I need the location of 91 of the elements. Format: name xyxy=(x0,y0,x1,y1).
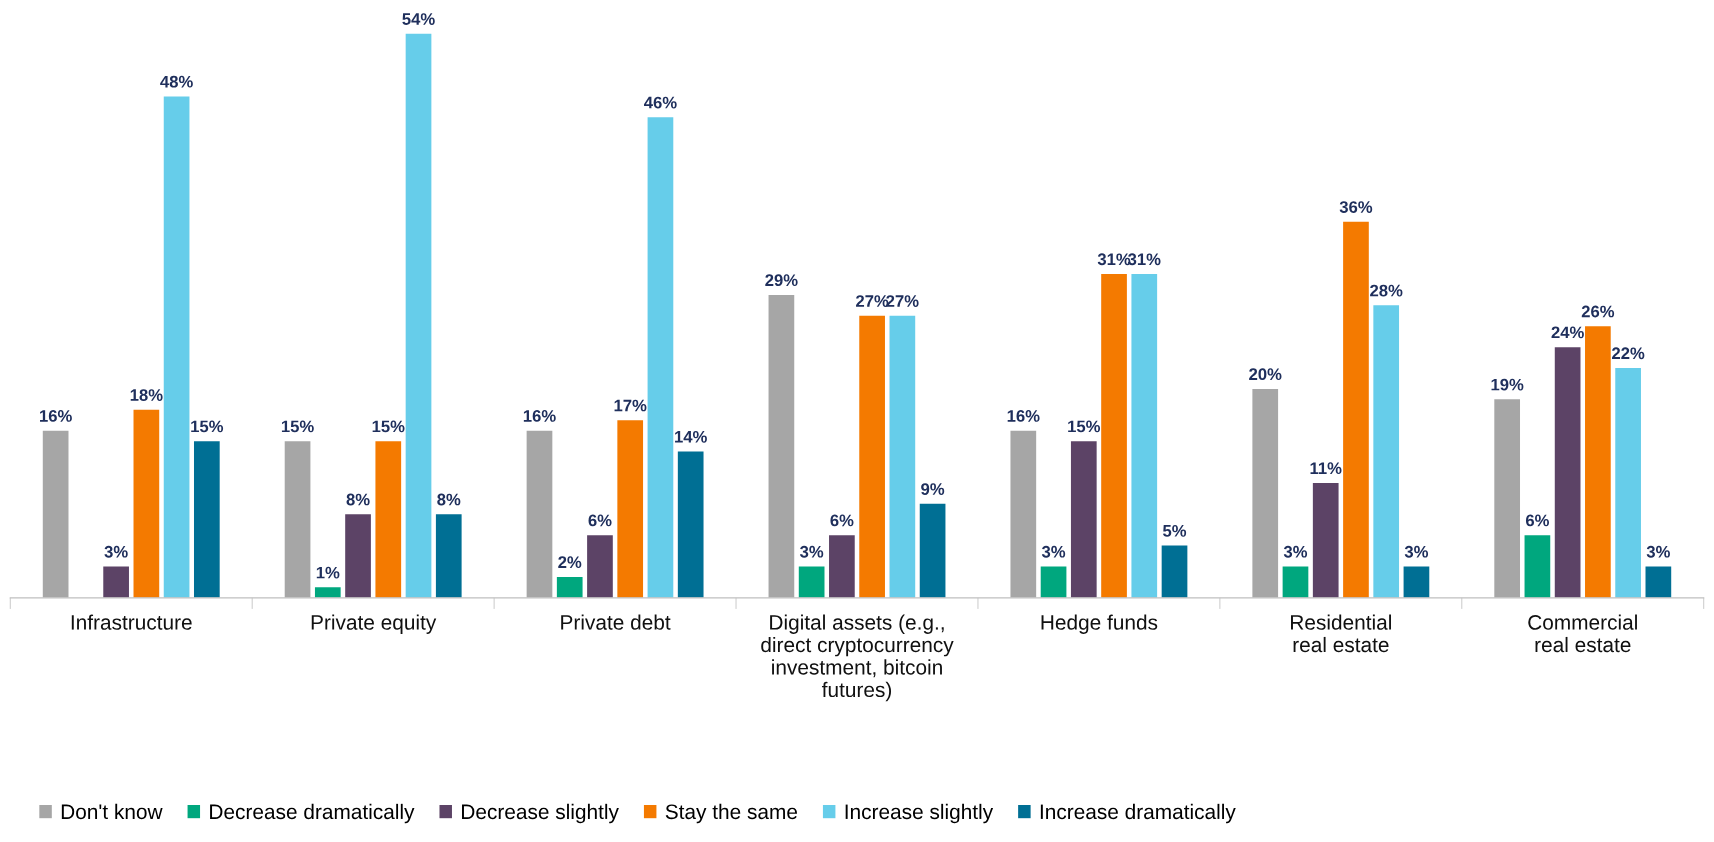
data-label: 3% xyxy=(1283,545,1308,558)
data-label: 15% xyxy=(372,420,405,433)
data-label: 14% xyxy=(675,430,707,443)
data-label: 8% xyxy=(346,493,370,506)
legend-label: Increase slightly xyxy=(845,803,994,824)
data-label: 5% xyxy=(1162,524,1187,537)
legend-label: Stay the same xyxy=(665,803,797,824)
data-label: 3% xyxy=(1041,545,1066,558)
bar xyxy=(1252,388,1279,598)
data-label: 3% xyxy=(104,545,128,558)
bar xyxy=(1615,368,1641,598)
data-label: 6% xyxy=(830,514,854,527)
bar xyxy=(435,514,462,598)
bar xyxy=(1070,441,1097,598)
bar xyxy=(768,294,795,598)
bar xyxy=(859,315,885,598)
data-label: 28% xyxy=(1370,284,1403,297)
bar xyxy=(647,117,674,598)
x-tick-label: Commercial real estate xyxy=(1528,614,1637,653)
bar xyxy=(1010,430,1037,598)
x-tick-label: Infrastructure xyxy=(71,614,192,630)
bar xyxy=(193,441,220,598)
bar xyxy=(1494,399,1521,598)
bar xyxy=(1554,347,1581,598)
data-label: 19% xyxy=(1491,378,1524,391)
bar xyxy=(798,566,825,598)
data-label: 9% xyxy=(921,483,945,495)
bar xyxy=(1585,326,1611,598)
data-label: 15% xyxy=(281,420,314,433)
bar xyxy=(1040,566,1067,598)
bar xyxy=(1343,221,1369,598)
data-label: 8% xyxy=(437,493,461,506)
data-label: 18% xyxy=(130,389,163,401)
bar xyxy=(1403,566,1430,598)
data-label: 3% xyxy=(1404,545,1429,558)
bar xyxy=(1645,566,1672,598)
bar xyxy=(103,566,129,598)
x-tick-label: Digital assets (e.g., direct cryptocurrency investment, bitcoin futures) xyxy=(761,614,954,702)
legend-label: Decrease slightly xyxy=(462,803,619,824)
bar xyxy=(284,441,311,598)
data-label: 54% xyxy=(402,13,435,25)
data-label: 29% xyxy=(765,274,798,287)
data-label: 22% xyxy=(1612,347,1645,360)
bar xyxy=(133,409,160,598)
x-tick-label: Residential real estate xyxy=(1291,614,1391,653)
bar xyxy=(587,535,613,598)
bar xyxy=(677,451,704,598)
data-label: 2% xyxy=(558,556,582,569)
bar xyxy=(1101,274,1127,598)
data-label: 46% xyxy=(644,96,677,109)
bar xyxy=(617,420,644,598)
data-label: 16% xyxy=(1007,410,1040,422)
data-label: 1% xyxy=(316,566,340,579)
data-label: 20% xyxy=(1249,368,1282,381)
data-label: 16% xyxy=(40,410,72,422)
bar xyxy=(919,503,946,598)
bar xyxy=(1524,535,1551,598)
bar xyxy=(163,96,190,598)
legend-label: Increase dramatically xyxy=(1040,803,1236,824)
x-tick-label: Private equity xyxy=(311,614,437,634)
data-label: 6% xyxy=(588,514,612,527)
data-label: 48% xyxy=(160,75,193,88)
bar xyxy=(42,430,69,598)
bar xyxy=(1312,482,1339,598)
x-tick-label: Private debt xyxy=(561,614,671,630)
data-label: 17% xyxy=(614,399,647,412)
data-label: 3% xyxy=(799,545,824,558)
bar xyxy=(1282,566,1309,598)
legend-label: Decrease dramatically xyxy=(210,803,415,824)
data-label: 11% xyxy=(1310,462,1342,475)
data-label: 15% xyxy=(1068,420,1101,433)
bar xyxy=(1161,545,1188,598)
data-label: 24% xyxy=(1551,326,1584,339)
data-label: 16% xyxy=(523,410,556,422)
bar xyxy=(375,441,402,598)
bar xyxy=(526,430,553,598)
data-label: 6% xyxy=(1525,514,1549,527)
legend-label: Don't know xyxy=(61,803,163,820)
bar xyxy=(1131,274,1158,598)
bar xyxy=(889,315,916,598)
bar xyxy=(345,514,371,598)
data-label: 36% xyxy=(1339,201,1373,213)
data-label: 15% xyxy=(191,420,224,433)
data-label: 26% xyxy=(1581,305,1615,318)
bar xyxy=(829,535,855,598)
bar xyxy=(556,576,583,598)
data-label: 3% xyxy=(1646,545,1670,558)
bar xyxy=(405,33,432,598)
bar xyxy=(314,587,341,598)
bar xyxy=(1373,305,1400,598)
x-tick-label: Hedge funds xyxy=(1041,614,1158,634)
